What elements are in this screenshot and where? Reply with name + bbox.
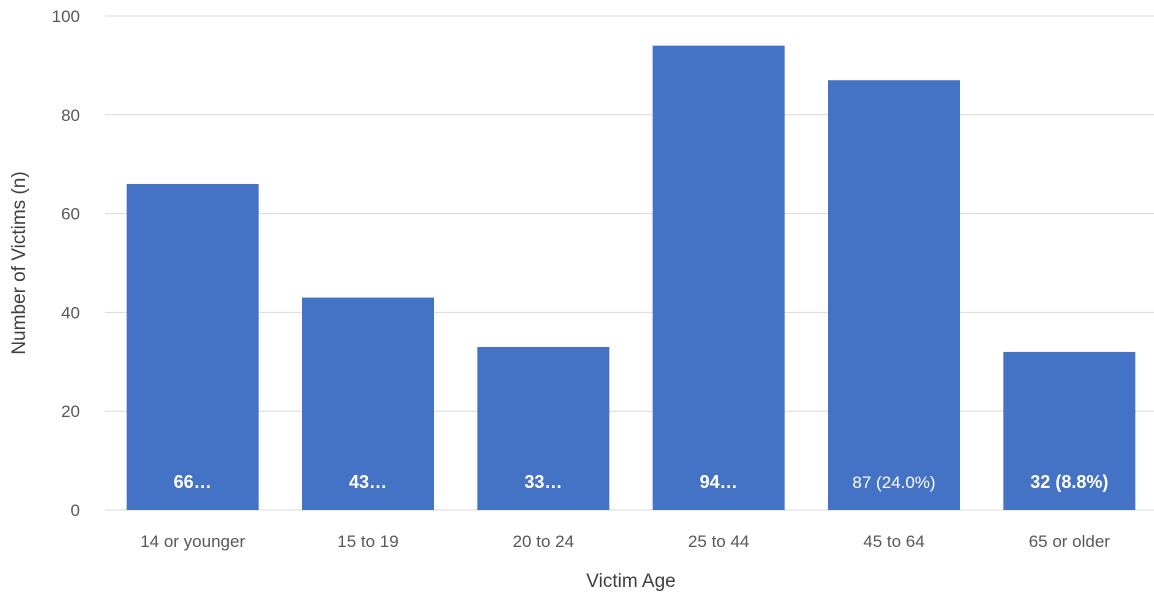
- bar-0: [126, 183, 259, 510]
- bar-2: [477, 346, 610, 510]
- bar-data-label: 66…: [174, 472, 212, 492]
- bar-3: [652, 45, 785, 510]
- bar-data-label: 94…: [700, 472, 738, 492]
- x-tick-label: 20 to 24: [513, 532, 574, 551]
- y-axis-title: Number of Victims (n): [9, 171, 30, 354]
- x-axis-title: Victim Age: [586, 571, 675, 592]
- y-tick-label: 20: [61, 402, 80, 421]
- x-tick-label: 45 to 64: [863, 532, 924, 551]
- bar-1: [302, 297, 434, 510]
- y-tick-label: 0: [71, 501, 80, 520]
- y-tick-label: 80: [61, 106, 80, 125]
- y-tick-label: 100: [52, 7, 80, 26]
- y-tick-label: 60: [61, 205, 80, 224]
- bar-4: [828, 80, 960, 510]
- bar-data-label: 87 (24.0%): [852, 473, 935, 492]
- bar-5: [1003, 351, 1136, 510]
- x-axis-ticks: 14 or younger 15 to 19 20 to 24 25 to 44 45 …: [140, 532, 1110, 551]
- bars: 66… 43… 33… 94… 87 (24.0%) 32 (8.8%): [126, 45, 1136, 510]
- gridlines: [105, 15, 1154, 511]
- x-tick-label: 14 or younger: [140, 532, 245, 551]
- y-tick-label: 40: [61, 303, 80, 322]
- x-tick-label: 65 or older: [1029, 532, 1111, 551]
- x-tick-label: 15 to 19: [337, 532, 398, 551]
- x-tick-label: 25 to 44: [688, 532, 749, 551]
- bar-data-label: 43…: [349, 472, 387, 492]
- y-axis-ticks: 0 20 40 60 80 100: [52, 7, 80, 520]
- bar-data-label: 33…: [524, 472, 562, 492]
- bar-data-label: 32 (8.8%): [1030, 472, 1108, 492]
